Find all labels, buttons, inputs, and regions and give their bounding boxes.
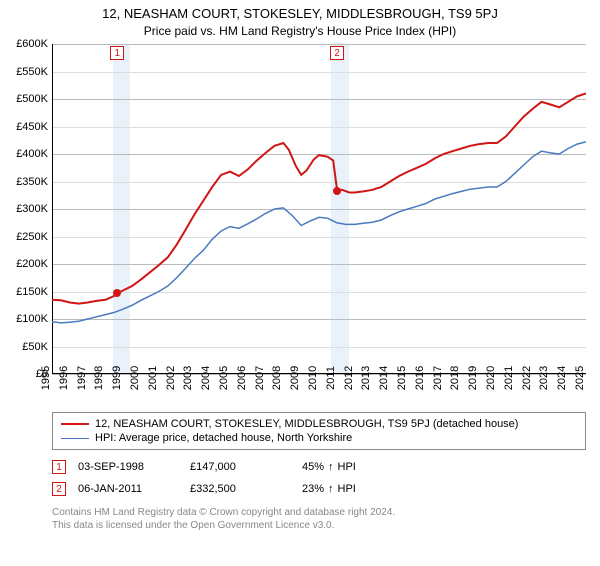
event-price: £147,000 [190,461,290,473]
legend-label: HPI: Average price, detached house, Nort… [95,432,352,444]
chart-title-address: 12, NEASHAM COURT, STOKESLEY, MIDDLESBRO… [0,6,600,21]
y-tick-label: £500K [16,93,48,105]
event-hpi-pct: 23% [302,483,324,495]
attribution: Contains HM Land Registry data © Crown c… [52,506,586,532]
event-hpi: 23% ↑ HPI [302,483,356,495]
event-price: £332,500 [190,483,290,495]
event-marker-2: 2 [330,46,344,60]
legend-swatch [61,438,89,439]
legend-label: 12, NEASHAM COURT, STOKESLEY, MIDDLESBRO… [95,418,518,430]
legend: 12, NEASHAM COURT, STOKESLEY, MIDDLESBRO… [52,412,586,450]
event-hpi-label: HPI [338,461,356,473]
y-tick-label: £450K [16,121,48,133]
sale-point [113,289,121,297]
y-tick-label: £550K [16,66,48,78]
arrow-up-icon: ↑ [328,483,334,495]
event-marker-icon: 1 [52,460,66,474]
x-tick-label: 1995 [40,366,52,390]
attribution-line: This data is licensed under the Open Gov… [52,519,586,532]
event-date: 06-JAN-2011 [78,483,178,495]
y-tick-label: £300K [16,203,48,215]
event-date: 03-SEP-1998 [78,461,178,473]
legend-item: 12, NEASHAM COURT, STOKESLEY, MIDDLESBRO… [61,417,577,431]
event-marker-1: 1 [110,46,124,60]
y-tick-label: £150K [16,286,48,298]
series-lines [52,44,586,374]
y-tick-label: £400K [16,148,48,160]
y-tick-label: £100K [16,313,48,325]
chart-title-sub: Price paid vs. HM Land Registry's House … [0,24,600,38]
y-tick-label: £200K [16,258,48,270]
legend-swatch [61,423,89,425]
event-hpi-label: HPI [338,483,356,495]
event-row: 2 06-JAN-2011 £332,500 23% ↑ HPI [52,478,586,500]
sale-events: 1 03-SEP-1998 £147,000 45% ↑ HPI 2 06-JAN-2011 £… [52,456,586,500]
series-hpi [52,142,586,323]
legend-item: HPI: Average price, detached house, Nort… [61,431,577,445]
y-tick-label: £50K [22,341,48,353]
chart-area: £0£50K£100K£150K£200K£250K£300K£350K£400… [52,44,586,374]
event-hpi: 45% ↑ HPI [302,461,356,473]
event-marker-icon: 2 [52,482,66,496]
attribution-line: Contains HM Land Registry data © Crown c… [52,506,586,519]
event-row: 1 03-SEP-1998 £147,000 45% ↑ HPI [52,456,586,478]
arrow-up-icon: ↑ [328,461,334,473]
y-tick-label: £250K [16,231,48,243]
sale-point [333,187,341,195]
series-property [52,94,586,304]
y-tick-label: £600K [16,38,48,50]
event-hpi-pct: 45% [302,461,324,473]
y-tick-label: £350K [16,176,48,188]
